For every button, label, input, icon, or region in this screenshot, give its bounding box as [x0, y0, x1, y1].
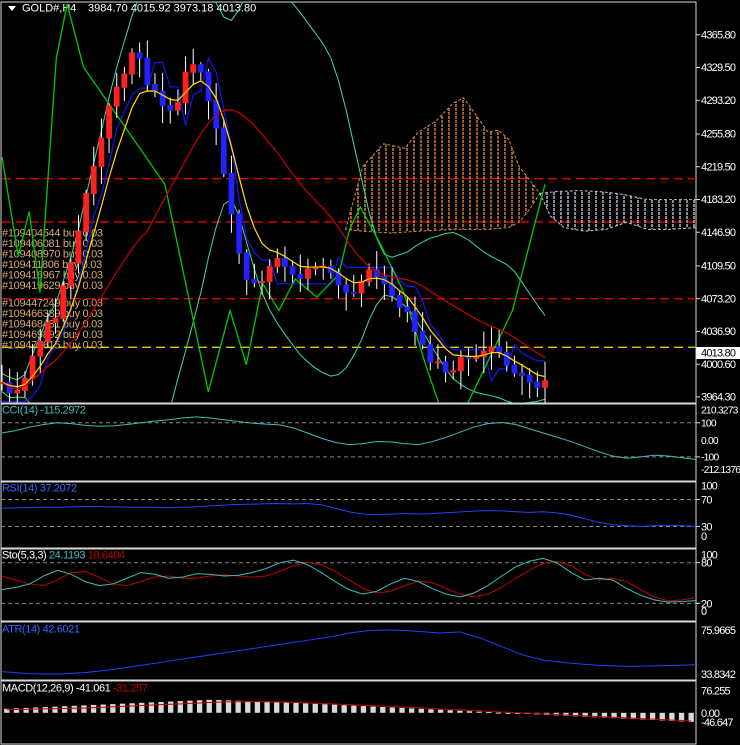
svg-text:4073.20: 4073.20 — [701, 293, 736, 305]
svg-text:4036.90: 4036.90 — [701, 326, 736, 338]
svg-text:3964.30: 3964.30 — [701, 392, 736, 404]
svg-text:#109419629 buy 0.03: #109419629 buy 0.03 — [2, 280, 103, 292]
svg-text:CCI(14) -115.2972: CCI(14) -115.2972 — [2, 405, 86, 417]
svg-text:-46.647: -46.647 — [701, 717, 733, 729]
svg-text:-100: -100 — [701, 453, 719, 464]
svg-text:0: 0 — [701, 531, 707, 543]
svg-text:Sto(5,3,3) 24.1193 18.6404: Sto(5,3,3) 24.1193 18.6404 — [2, 550, 125, 562]
svg-text:33.8342: 33.8342 — [701, 669, 736, 681]
svg-text:4219.50: 4219.50 — [701, 161, 736, 173]
svg-text:75.9665: 75.9665 — [701, 625, 736, 637]
svg-text:RSI(14) 37.2072: RSI(14) 37.2072 — [2, 483, 77, 495]
svg-text:70: 70 — [701, 495, 712, 507]
svg-text:4293.20: 4293.20 — [701, 95, 736, 107]
svg-text:ATR(14) 42.6021: ATR(14) 42.6021 — [2, 624, 80, 636]
svg-text:76.255: 76.255 — [701, 685, 731, 697]
svg-text:4183.20: 4183.20 — [701, 194, 736, 206]
svg-text:80: 80 — [701, 558, 712, 570]
svg-text:4255.80: 4255.80 — [701, 129, 736, 141]
svg-text:0.00: 0.00 — [701, 436, 719, 447]
svg-text:-212.1376: -212.1376 — [701, 465, 740, 476]
svg-text:4146.90: 4146.90 — [701, 227, 736, 239]
svg-text:100: 100 — [701, 481, 718, 493]
svg-text:100: 100 — [701, 419, 717, 430]
svg-text:210.3273: 210.3273 — [701, 406, 739, 417]
svg-text:0: 0 — [701, 606, 707, 618]
svg-text:4109.50: 4109.50 — [701, 261, 736, 273]
svg-text:3984.70 4015.92 3973.18 4013.8: 3984.70 4015.92 3973.18 4013.80 — [88, 3, 256, 15]
svg-text:4013.80: 4013.80 — [701, 348, 736, 360]
svg-text:MACD(12,26,9) -41.061 -31.257: MACD(12,26,9) -41.061 -31.257 — [2, 683, 148, 695]
svg-text:4000.60: 4000.60 — [701, 359, 736, 371]
svg-text:4329.50: 4329.50 — [701, 62, 736, 74]
svg-text:4365.80: 4365.80 — [701, 30, 736, 42]
